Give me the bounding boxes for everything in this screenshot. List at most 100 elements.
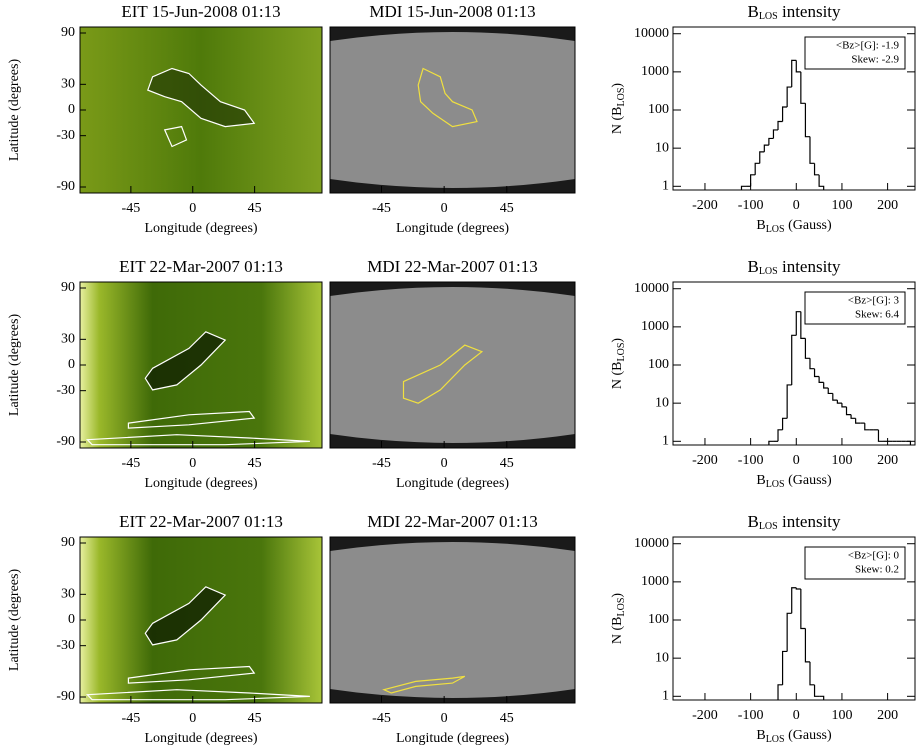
y-tick-label: 10000 (634, 26, 669, 41)
x-tick-label: 0 (441, 456, 448, 471)
x-tick-label: -200 (692, 453, 718, 468)
annotation-text: Skew: 0.2 (855, 564, 899, 576)
histogram-bin (804, 338, 810, 359)
plot-frame (329, 536, 576, 704)
x-tick-label: -45 (372, 456, 391, 471)
x-tick-label: 0 (793, 708, 800, 723)
y-axis-label-part: N (B (610, 616, 625, 644)
contour (85, 434, 310, 446)
annotation-box (804, 291, 906, 325)
x-tick-label: -45 (122, 711, 141, 726)
y-axis-label-part: ) (610, 83, 625, 88)
panel-title: EIT 22-Mar-2007 01:13 (119, 512, 283, 531)
x-axis-label: Longitude (degrees) (144, 731, 257, 746)
histogram-bin (809, 358, 815, 370)
x-tick-label: 45 (248, 711, 262, 726)
panel-title: BLOS intensity (747, 512, 841, 532)
x-tick-label: 45 (500, 711, 514, 726)
histogram-bin (813, 684, 820, 697)
annotation-text: <Bz>[G]: 3 (848, 295, 900, 307)
y-tick-label: 1000 (641, 64, 669, 79)
x-tick-label: 45 (248, 201, 262, 216)
annotation-text: Skew: 6.4 (855, 309, 900, 321)
y-tick-label: 1 (662, 179, 669, 194)
x-tick-label: -200 (692, 708, 718, 723)
histogram-bin (772, 129, 779, 139)
y-axis-label-part: LOS (616, 598, 627, 617)
y-axis-label-part: LOS (616, 343, 627, 362)
y-tick-label: 0 (68, 612, 75, 627)
histogram-bin (777, 429, 783, 442)
histogram-bin (795, 311, 801, 336)
y-tick-label: 1 (662, 434, 669, 449)
image-limb (330, 689, 575, 703)
x-axis-label-part: LOS (766, 224, 785, 235)
x-axis-label: Longitude (degrees) (396, 221, 509, 236)
y-tick-label: 100 (648, 357, 669, 372)
histogram-bin (777, 120, 783, 130)
y-tick-label: -90 (56, 179, 75, 194)
x-tick-label: 200 (877, 453, 898, 468)
histogram-bin (791, 59, 797, 88)
panel-title: BLOS intensity (747, 2, 841, 22)
panel-title: EIT 22-Mar-2007 01:13 (119, 257, 283, 276)
histogram-bin (759, 151, 765, 164)
histogram-bin (804, 628, 810, 663)
histogram-bin (777, 684, 783, 700)
annotation-box (804, 36, 906, 70)
y-axis-label-part: N (B (610, 361, 625, 389)
y-axis-label: Latitude (degrees) (7, 59, 22, 162)
x-axis-label-part: (Gauss) (785, 473, 832, 488)
panel-title-part: LOS (759, 521, 778, 532)
y-tick-label: 10 (655, 140, 669, 155)
histogram-bin (791, 334, 797, 385)
contour (127, 665, 256, 684)
dark-region (147, 68, 255, 127)
x-axis-label-part: B (756, 218, 765, 233)
x-axis-label: Longitude (degrees) (396, 476, 509, 491)
y-tick-label: -30 (56, 383, 75, 398)
image-limb (330, 537, 575, 551)
dark-region (145, 586, 226, 645)
panel-title: MDI 22-Mar-2007 01:13 (367, 512, 538, 531)
histogram-bin (827, 387, 833, 395)
x-tick-label: -100 (738, 453, 764, 468)
annotation-text: <Bz>[G]: -1.9 (836, 40, 900, 52)
x-tick-label: -100 (738, 708, 764, 723)
y-tick-label: -90 (56, 689, 75, 704)
image-background (330, 537, 575, 703)
panel-title: MDI 15-Jun-2008 01:13 (369, 2, 535, 21)
histogram-bin (864, 423, 870, 431)
panel-title-part: LOS (759, 266, 778, 277)
histogram-bin (754, 162, 760, 175)
x-axis-label-part: B (756, 728, 765, 743)
histogram-bin (804, 103, 810, 138)
histogram-bin (818, 376, 824, 384)
x-axis-label-part: B (756, 473, 765, 488)
plot-frame (329, 281, 576, 449)
x-tick-label: -200 (692, 198, 718, 213)
y-tick-label: 90 (61, 535, 75, 550)
x-tick-label: -45 (372, 711, 391, 726)
x-axis-label: BLOS (Gauss) (756, 728, 832, 745)
panel-title: EIT 15-Jun-2008 01:13 (121, 2, 280, 21)
x-tick-label: 0 (441, 201, 448, 216)
contour (163, 125, 188, 148)
x-axis-label-part: (Gauss) (785, 218, 832, 233)
y-axis-label: N (BLOS) (610, 593, 627, 645)
x-tick-label: 100 (831, 453, 852, 468)
y-axis-label: Latitude (degrees) (7, 314, 22, 417)
y-tick-label: 30 (61, 77, 75, 92)
x-tick-label: 45 (500, 201, 514, 216)
image-background (330, 27, 575, 193)
contour (382, 675, 466, 694)
histogram-bin (819, 695, 825, 700)
x-tick-label: -100 (738, 198, 764, 213)
histogram-bin (781, 417, 788, 430)
histogram-bin (841, 403, 847, 408)
x-axis-label: Longitude (degrees) (144, 221, 257, 236)
image-background (330, 282, 575, 448)
annotation-text: <Bz>[G]: 0 (848, 550, 900, 562)
x-tick-label: 45 (500, 456, 514, 471)
contour (402, 344, 484, 404)
